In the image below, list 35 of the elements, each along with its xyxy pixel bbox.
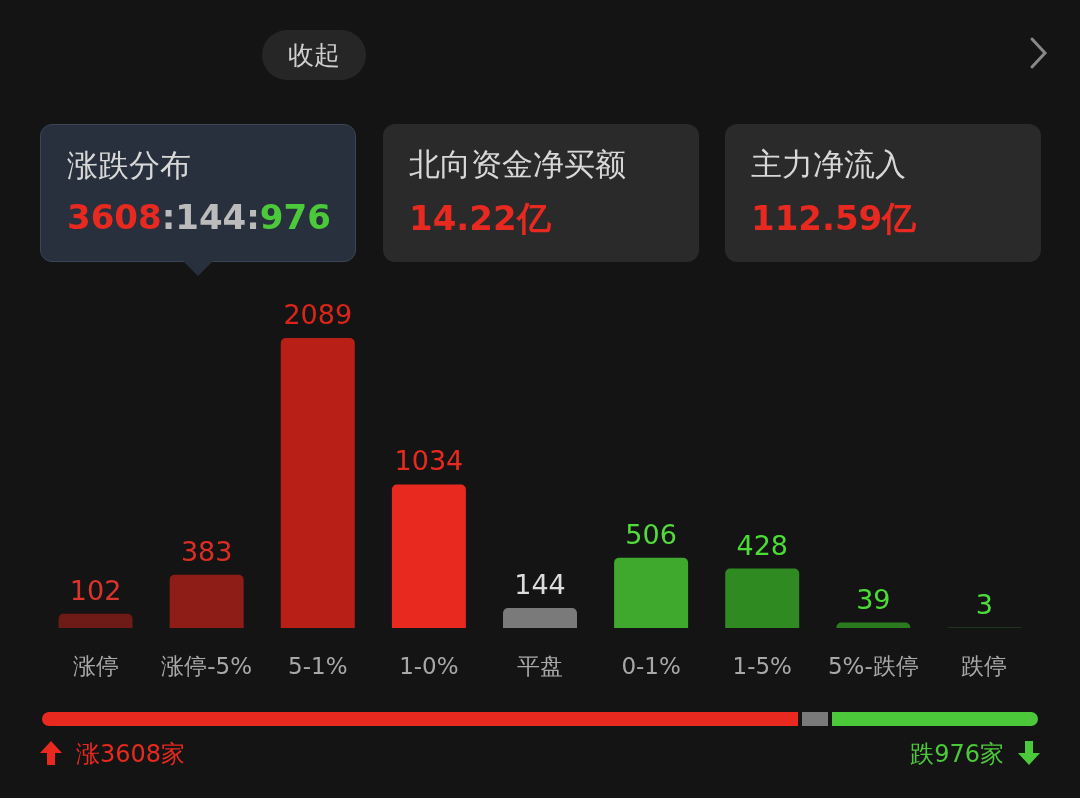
text: 涨3608家 [76, 739, 186, 770]
x-tick-label: 涨停 [72, 652, 119, 679]
data-label: 3 [975, 588, 994, 620]
x-tick-label: 跌停 [961, 652, 1008, 679]
text: 涨跌分布 [67, 146, 192, 185]
text: 跌976家 [910, 739, 1004, 770]
data-label: 383 [180, 535, 233, 567]
data-label: 428 [736, 529, 788, 561]
bar [836, 622, 911, 628]
x-tick-label: 平盘 [517, 652, 563, 679]
bar [58, 613, 133, 628]
x-tick-label: 涨停-5% [161, 652, 253, 679]
data-label: 102 [69, 574, 122, 606]
bar [280, 338, 355, 628]
bar [725, 568, 800, 628]
text: 14.22亿 [409, 197, 552, 240]
text: 北向资金净买额 [409, 145, 627, 184]
x-tick-label: 0-1% [621, 652, 681, 679]
data-label: 144 [514, 569, 566, 601]
x-tick-label: 5-1% [288, 652, 348, 679]
text: 主力净流入 [751, 145, 907, 184]
text: 112.59亿 [751, 197, 918, 240]
x-tick-label: 1-0% [399, 652, 459, 679]
bar [614, 557, 689, 628]
bar [503, 608, 577, 628]
text: 收起 [262, 30, 366, 80]
bar [391, 484, 466, 628]
x-tick-label: 1-5% [732, 652, 792, 679]
data-label: 2089 [283, 299, 353, 330]
text: 3608:144:976 [67, 197, 331, 237]
data-label: 39 [856, 583, 891, 615]
x-tick-label: 5%-跌停 [827, 652, 919, 679]
bar [169, 574, 244, 628]
data-label: 506 [625, 518, 677, 550]
data-label: 1034 [394, 445, 464, 477]
